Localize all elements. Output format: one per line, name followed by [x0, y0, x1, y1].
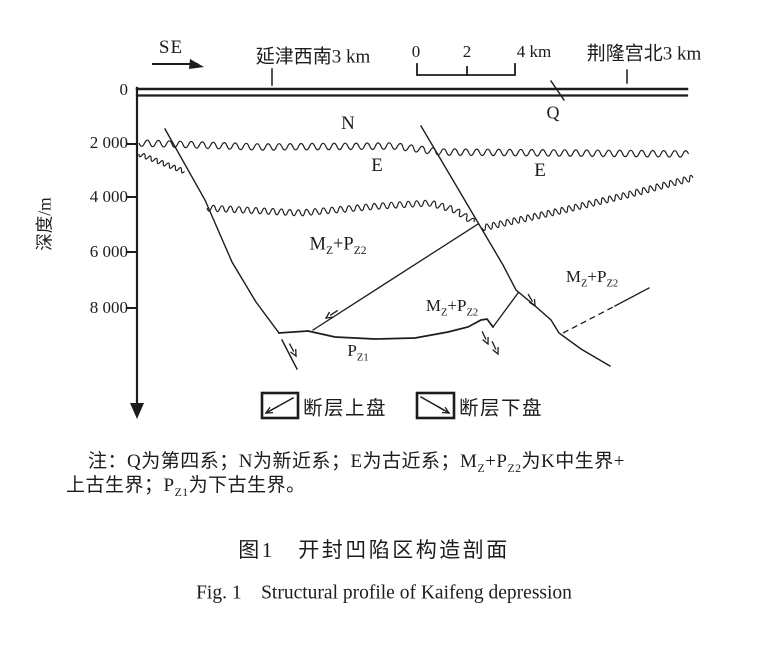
depth-tick-6000: 6 000 — [89, 242, 128, 261]
stratum-label-mz-pz2-center: MZ+PZ2 — [309, 234, 367, 258]
pz1-top-line — [278, 318, 495, 340]
axis-arrowhead — [130, 403, 144, 419]
pz1-fault2-connector — [492, 292, 519, 328]
mz-base-right-solid — [614, 287, 650, 307]
fault-2 — [420, 125, 611, 367]
fault-1-tail — [281, 339, 298, 370]
fault-3 — [312, 223, 479, 331]
scale-tick-0-label: 0 — [411, 42, 421, 61]
stratum-label-mz-pz2-wedge: MZ+PZ2 — [425, 296, 479, 319]
depth-tick-2000: 2 000 — [89, 133, 128, 152]
fault-2-slip-mark-a-shaft — [481, 331, 487, 340]
legend-footwall-box — [415, 391, 456, 420]
fault-2-slip-mark-c-shaft — [527, 293, 534, 303]
figure-note-line2: 上古生界；PZ1为下古生界。 — [66, 474, 306, 499]
depth-tick-4000: 4 000 — [89, 187, 128, 206]
depth-tick-8000: 8 000 — [89, 298, 128, 317]
stratum-label-n: N — [341, 113, 355, 134]
scale-tick-2-label: 2 — [462, 42, 472, 61]
legend-hw-arrow-head — [264, 406, 274, 414]
e-base-right-segment — [481, 174, 694, 232]
legend-fw-diagonal — [419, 395, 451, 415]
stratum-label-pz1: PZ1 — [347, 341, 369, 364]
legend-hw-arrow-shaft — [270, 405, 279, 412]
legend-hanging-wall-label: 断层上盘 — [303, 398, 388, 420]
legend-hw-diagonal — [264, 396, 295, 415]
q-leader-line — [550, 80, 565, 101]
scale-bar — [416, 63, 516, 76]
fault-2-slip-mark-b-head — [492, 346, 499, 356]
depth-axis-title: 深度/m — [34, 197, 55, 251]
depth-tick-0: 0 — [119, 80, 129, 99]
fault-3-slip-mark-shaft — [329, 309, 339, 316]
se-direction-label: SE — [158, 37, 184, 58]
legend-fw-arrow-shaft — [436, 405, 446, 412]
caption-english: Fig. 1 Structural profile of Kaifeng dep… — [196, 582, 572, 604]
fault-3-slip-mark-head — [324, 311, 333, 319]
scale-tick-4km-label: 4 km — [516, 42, 552, 61]
figure-note-line1: 注：Q为第四系；N为新近系；E为古近系；MZ+PZ2为K中生界+ — [88, 451, 625, 475]
legend-fw-arrow-head — [441, 406, 451, 414]
fault-1-slip-mark-head — [290, 348, 297, 358]
stratum-label-mz-pz2-right: MZ+PZ2 — [565, 267, 619, 290]
stratum-label-e-right: E — [534, 160, 546, 181]
fault-2-slip-mark-a-head — [482, 336, 489, 346]
stratum-label-q: Q — [546, 102, 560, 123]
legend-hanging-wall-box — [260, 391, 300, 420]
legend-footwall-label: 断层下盘 — [459, 398, 544, 420]
n-base-unconformity — [138, 139, 690, 158]
stratum-label-e-left: E — [371, 155, 383, 176]
left-location-label: 延津西南3 km — [255, 46, 371, 68]
se-arrowhead — [189, 59, 204, 69]
right-location-label: 荆隆宫北3 km — [586, 43, 702, 65]
caption-chinese: 图1 开封凹陷区构造剖面 — [238, 538, 510, 562]
fault-1 — [164, 128, 280, 334]
e-base-unconformity — [206, 199, 475, 223]
fault-2-slip-mark-c-head — [528, 298, 536, 308]
mz-base-right-dashed — [562, 305, 616, 334]
fault-1-slip-mark-shaft — [288, 343, 295, 352]
figure-note: 注：Q为第四系；N为新近系；E为古近系；MZ+PZ2为K中生界+ 上古生界；PZ… — [66, 450, 766, 499]
e-base-left-segment — [138, 153, 185, 174]
fault-2-slip-mark-b-shaft — [491, 341, 497, 350]
